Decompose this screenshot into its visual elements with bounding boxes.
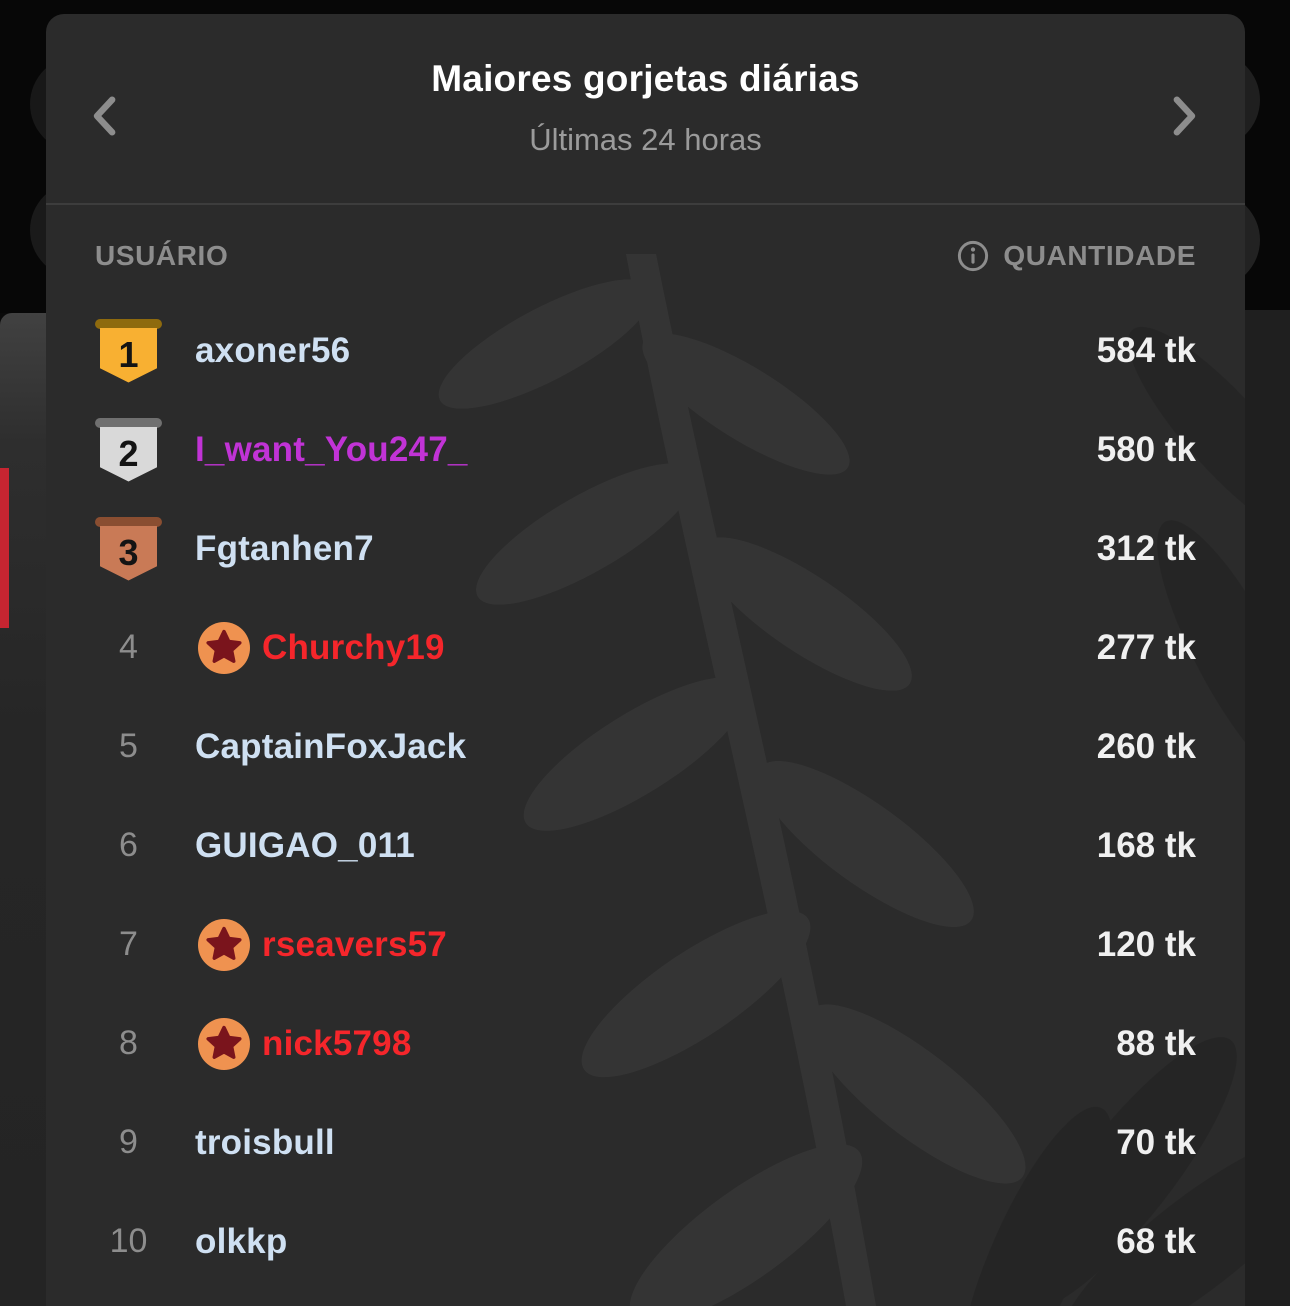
page-subtitle: Últimas 24 horas <box>529 122 762 157</box>
username-link[interactable]: troisbull <box>195 1122 335 1162</box>
username-link[interactable]: CaptainFoxJack <box>195 726 467 766</box>
page-title: Maiores gorjetas diárias <box>431 58 860 99</box>
username-link[interactable]: GUIGAO_011 <box>195 825 415 865</box>
next-leaderboard-button[interactable] <box>1163 88 1207 144</box>
column-header-user: USUÁRIO <box>95 240 229 271</box>
chevron-left-icon <box>93 96 116 136</box>
background-panel-right <box>1245 310 1290 1306</box>
username-link[interactable]: I_want_You247_ <box>195 429 468 469</box>
rank-badge: 1 <box>95 318 162 383</box>
rank-cell: 9 <box>95 1123 162 1162</box>
leaderboard-rows: 1 axoner56 584 tk 2 I_want_You247_ 580 t… <box>46 287 1245 1291</box>
leaderboard-modal: Maiores gorjetas diárias Últimas 24 hora… <box>46 14 1245 1306</box>
rank-number: 4 <box>119 628 138 666</box>
rank-badge-number: 1 <box>100 327 157 383</box>
rank-number: 5 <box>119 727 138 765</box>
leaderboard-row: 9 troisbull 70 tk <box>46 1093 1245 1192</box>
tip-amount: 584 tk <box>1096 330 1196 370</box>
rank-badge-top-bar <box>95 318 162 329</box>
tip-amount: 260 tk <box>1096 726 1196 766</box>
tip-amount: 168 tk <box>1096 825 1196 865</box>
tip-amount: 120 tk <box>1096 924 1196 964</box>
leaderboard-row: 8 nick5798 88 tk <box>46 994 1245 1093</box>
tip-amount: 88 tk <box>1116 1023 1196 1063</box>
tip-amount: 68 tk <box>1116 1221 1196 1261</box>
previous-leaderboard-button[interactable] <box>82 88 126 144</box>
username-link[interactable]: rseavers57 <box>262 924 447 964</box>
leaderboard-row: 6 GUIGAO_011 168 tk <box>46 796 1245 895</box>
rank-number: 8 <box>119 1024 138 1062</box>
background-red-accent-bar <box>0 468 9 628</box>
rank-number: 9 <box>119 1123 138 1161</box>
rank-number: 10 <box>109 1222 148 1260</box>
leaderboard-row: 5 CaptainFoxJack 260 tk <box>46 697 1245 796</box>
leaderboard-row: 10 olkkp 68 tk <box>46 1192 1245 1291</box>
rank-cell: 6 <box>95 826 162 865</box>
quantity-info-button[interactable] <box>956 239 990 273</box>
info-icon <box>958 240 989 272</box>
leaderboard-row: 4 Churchy19 277 tk <box>46 598 1245 697</box>
rank-cell: 1 <box>95 318 162 383</box>
rank-badge-number: 2 <box>100 426 157 482</box>
rank-badge-top-bar <box>95 417 162 428</box>
username-link[interactable]: axoner56 <box>195 330 351 370</box>
rank-cell: 5 <box>95 727 162 766</box>
chevron-right-icon <box>1173 96 1196 136</box>
rank-cell: 8 <box>95 1024 162 1063</box>
rank-badge-top-bar <box>95 516 162 527</box>
tip-amount: 70 tk <box>1116 1122 1196 1162</box>
tip-amount: 312 tk <box>1096 528 1196 568</box>
leaderboard-row: 3 Fgtanhen7 312 tk <box>46 499 1245 598</box>
rank-number: 6 <box>119 826 138 864</box>
modal-header: Maiores gorjetas diárias Últimas 24 hora… <box>46 14 1245 205</box>
rank-cell: 3 <box>95 516 162 581</box>
column-header-amount: QUANTIDADE <box>1003 240 1196 271</box>
username-link[interactable]: Churchy19 <box>262 627 445 667</box>
fanclub-star-icon <box>198 1017 250 1070</box>
fanclub-star-icon <box>198 621 250 674</box>
username-link[interactable]: Fgtanhen7 <box>195 528 374 568</box>
rank-cell: 2 <box>95 417 162 482</box>
rank-cell: 10 <box>95 1222 162 1261</box>
leaderboard-row: 7 rseavers57 120 tk <box>46 895 1245 994</box>
rank-badge: 2 <box>95 417 162 482</box>
leaderboard-row: 1 axoner56 584 tk <box>46 301 1245 400</box>
username-link[interactable]: nick5798 <box>262 1023 412 1063</box>
rank-cell: 4 <box>95 628 162 667</box>
rank-number: 7 <box>119 925 138 963</box>
rank-badge: 3 <box>95 516 162 581</box>
fanclub-star-icon <box>198 918 250 971</box>
rank-badge-number: 3 <box>100 525 157 581</box>
tip-amount: 277 tk <box>1096 627 1196 667</box>
table-column-header: USUÁRIO QUANTIDADE <box>46 225 1245 287</box>
leaderboard-row: 2 I_want_You247_ 580 tk <box>46 400 1245 499</box>
tip-amount: 580 tk <box>1096 429 1196 469</box>
username-link[interactable]: olkkp <box>195 1221 288 1261</box>
rank-cell: 7 <box>95 925 162 964</box>
background-panel-left <box>0 313 46 1306</box>
